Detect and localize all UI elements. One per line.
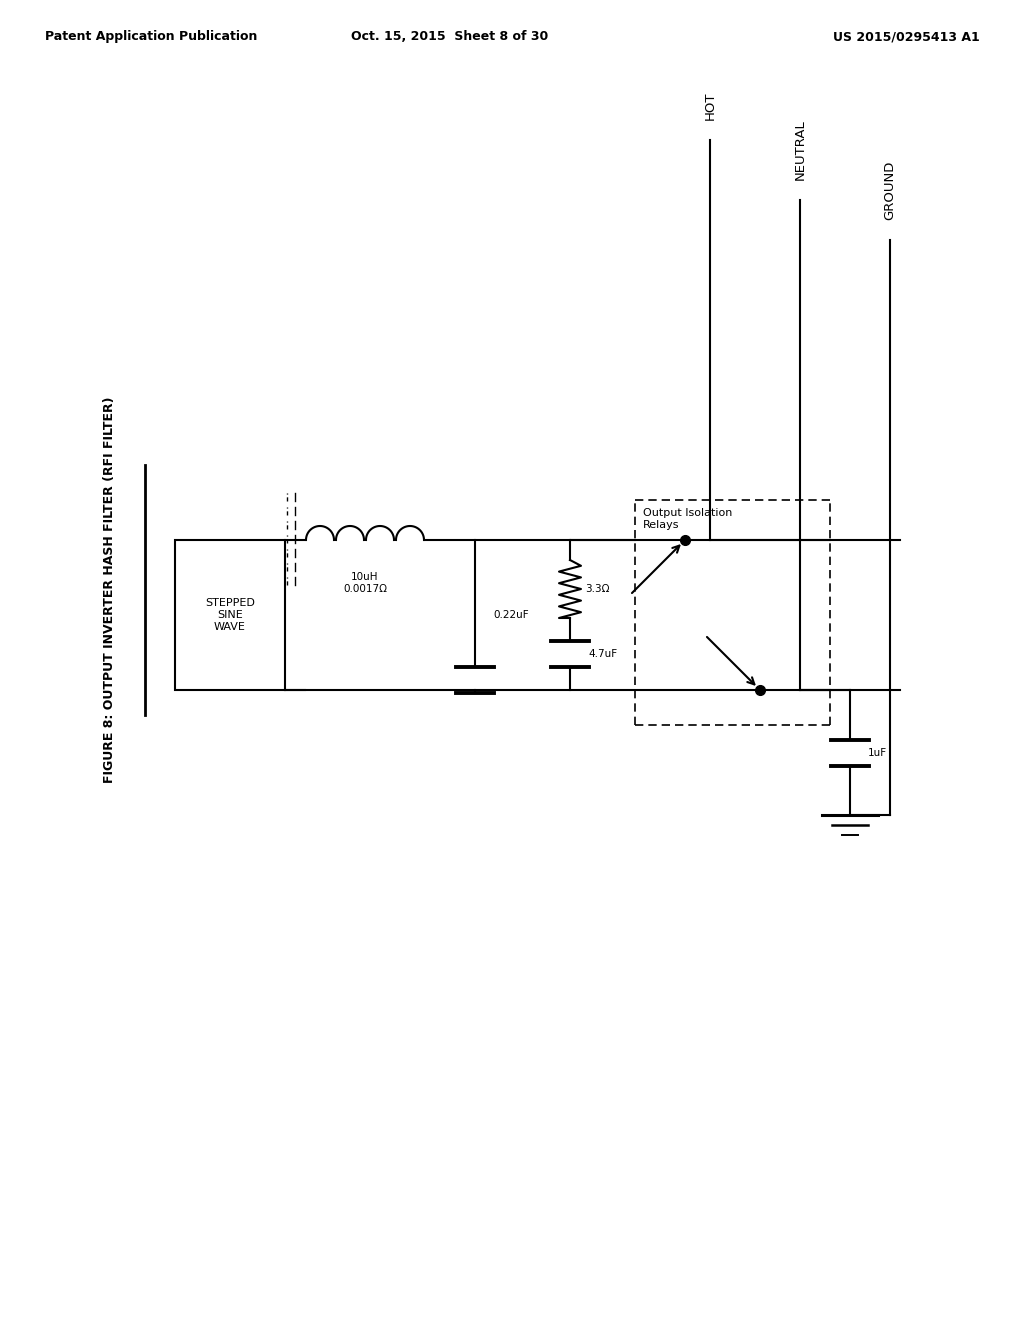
Text: HOT: HOT bbox=[703, 91, 717, 120]
Text: US 2015/0295413 A1: US 2015/0295413 A1 bbox=[834, 30, 980, 44]
Text: Patent Application Publication: Patent Application Publication bbox=[45, 30, 257, 44]
FancyBboxPatch shape bbox=[175, 540, 285, 690]
Text: 3.3Ω: 3.3Ω bbox=[585, 583, 609, 594]
Text: 4.7uF: 4.7uF bbox=[588, 649, 617, 659]
Text: 0.22uF: 0.22uF bbox=[493, 610, 528, 620]
Text: NEUTRAL: NEUTRAL bbox=[794, 119, 807, 180]
Text: 1uF: 1uF bbox=[868, 747, 887, 758]
Text: Oct. 15, 2015  Sheet 8 of 30: Oct. 15, 2015 Sheet 8 of 30 bbox=[351, 30, 549, 44]
Text: STEPPED
SINE
WAVE: STEPPED SINE WAVE bbox=[205, 598, 255, 631]
Text: 10uH
0.0017Ω: 10uH 0.0017Ω bbox=[343, 572, 387, 594]
Text: GROUND: GROUND bbox=[884, 161, 896, 220]
Text: Output Isolation
Relays: Output Isolation Relays bbox=[643, 508, 732, 529]
Text: FIGURE 8: OUTPUT INVERTER HASH FILTER (RFI FILTER): FIGURE 8: OUTPUT INVERTER HASH FILTER (R… bbox=[103, 397, 117, 783]
